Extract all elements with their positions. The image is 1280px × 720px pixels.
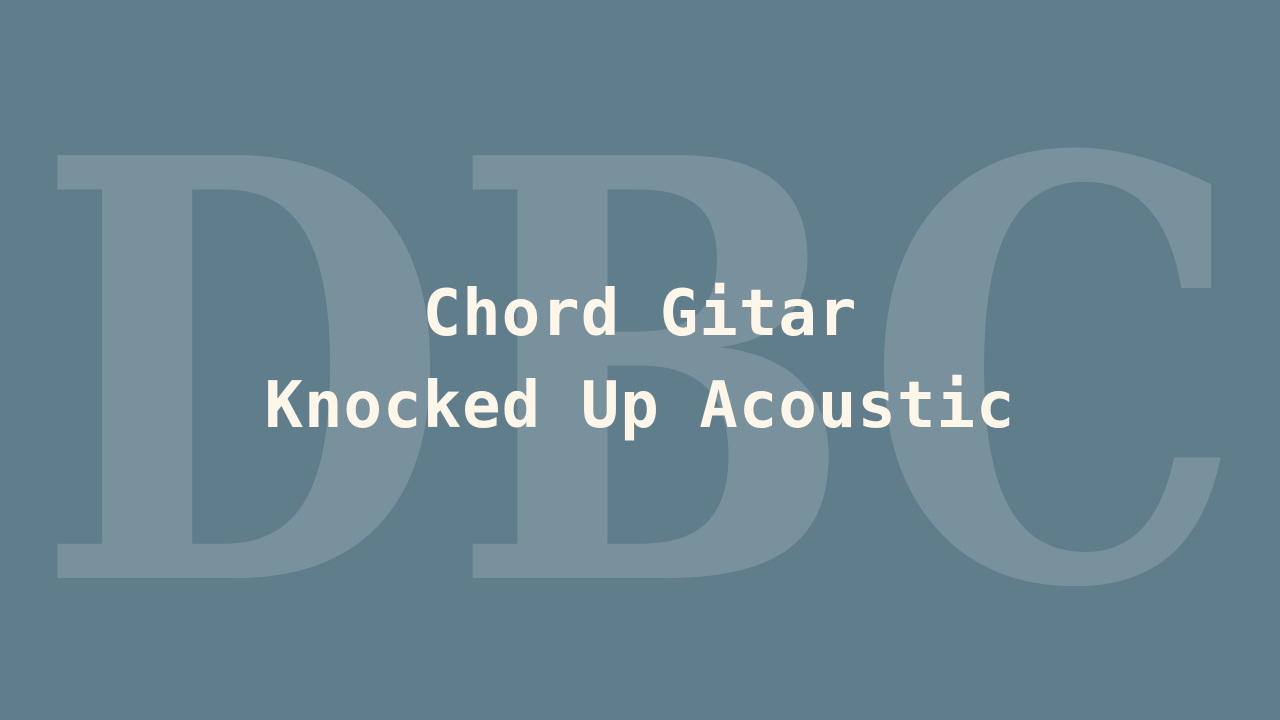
title-line-chord-gitar: Chord Gitar: [422, 277, 858, 351]
title-line-song-name: Knocked Up Acoustic: [264, 369, 1016, 443]
